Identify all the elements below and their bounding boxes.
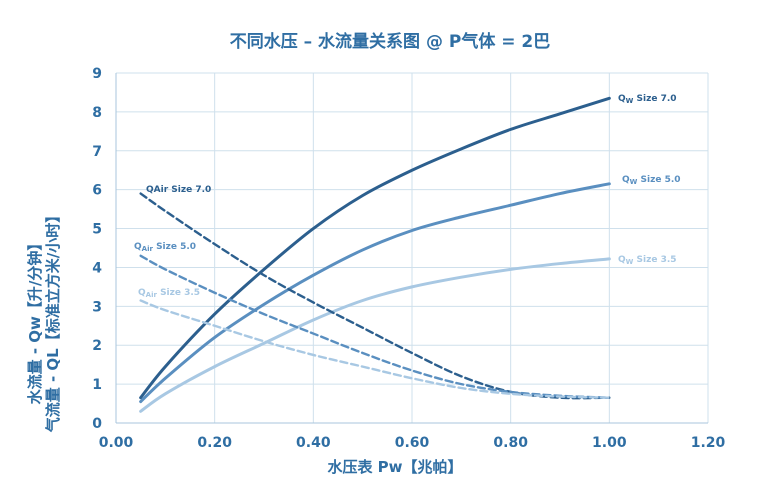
x-tick-label: 0.60 (395, 435, 430, 451)
series-label-4: QAir Size 7.0 (146, 185, 211, 195)
y-tick-label: 7 (92, 144, 102, 160)
y-tick-label: 8 (92, 105, 102, 121)
series-line-2 (139, 182, 611, 404)
grid-lines (116, 72, 709, 423)
y-tick-label: 4 (92, 260, 102, 276)
y-tick-label: 1 (92, 377, 102, 393)
y-axis-label-line2: 气流量 - QL【标准立方米/小时】 (44, 208, 62, 433)
series-line-3 (139, 257, 611, 413)
x-tick-label: 0.40 (296, 435, 331, 451)
series-line-5 (139, 254, 611, 399)
y-tick-label: 0 (92, 416, 102, 432)
series-label-5: QAir Size 5.0 (134, 242, 196, 253)
x-tick-label: 0.20 (197, 435, 232, 451)
series-label-6: QAir Size 3.5 (138, 288, 200, 299)
series-label-1: QW Size 7.0 (618, 94, 677, 105)
y-tick-label: 5 (92, 222, 102, 238)
x-tick-label: 1.20 (691, 435, 726, 451)
y-tick-label: 9 (92, 66, 102, 82)
chart-title: 不同水压 – 水流量关系图 @ P气体 = 2巴 (230, 31, 551, 52)
series-label-2: QW Size 5.0 (622, 175, 681, 186)
x-tick-label: 0.80 (493, 435, 528, 451)
x-tick-label: 0.00 (99, 435, 134, 451)
series-label-3: QW Size 3.5 (618, 255, 677, 266)
y-tick-label: 3 (92, 299, 102, 315)
series-line-1 (139, 96, 611, 400)
y-tick-label: 2 (92, 338, 102, 354)
y-axis-label-line1: 水流量 - Qw【升/分钟】 (26, 236, 44, 405)
y-tick-label: 6 (92, 183, 102, 199)
series-line-6 (139, 299, 611, 399)
x-axis-label: 水压表 Pw【兆帕】 (327, 458, 462, 476)
axes: 0.00 0.20 0.40 0.60 0.80 1.00 1.20 0 1 2 3 4 5 6 7 8 9 (92, 66, 725, 451)
series-lines (139, 96, 611, 413)
x-tick-label: 1.00 (592, 435, 627, 451)
series-labels: QW Size 7.0 QW Size 5.0 QW Size 3.5 QAir Si… (134, 94, 681, 299)
